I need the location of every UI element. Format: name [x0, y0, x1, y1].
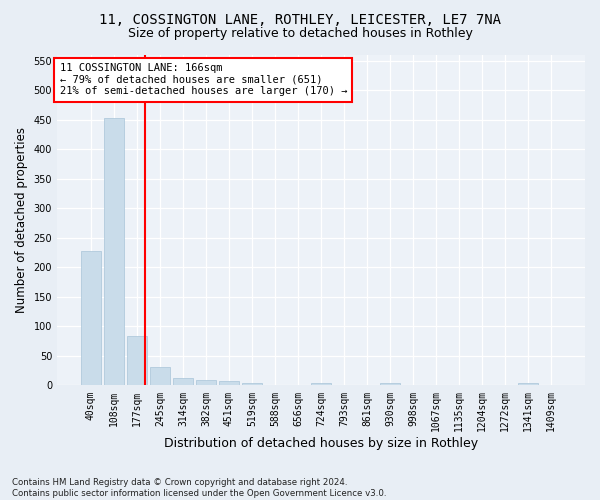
Text: Contains HM Land Registry data © Crown copyright and database right 2024.
Contai: Contains HM Land Registry data © Crown c…: [12, 478, 386, 498]
Bar: [518, 383, 538, 386]
X-axis label: Distribution of detached houses by size in Rothley: Distribution of detached houses by size …: [164, 437, 478, 450]
Bar: [219, 382, 239, 386]
Bar: [380, 383, 400, 386]
Bar: [81, 251, 101, 386]
Bar: [311, 383, 331, 386]
Text: 11 COSSINGTON LANE: 166sqm
← 79% of detached houses are smaller (651)
21% of sem: 11 COSSINGTON LANE: 166sqm ← 79% of deta…: [59, 64, 347, 96]
Bar: [196, 380, 216, 386]
Bar: [150, 366, 170, 386]
Bar: [242, 382, 262, 386]
Bar: [127, 336, 146, 386]
Bar: [173, 378, 193, 386]
Text: Size of property relative to detached houses in Rothley: Size of property relative to detached ho…: [128, 28, 472, 40]
Bar: [104, 118, 124, 386]
Text: 11, COSSINGTON LANE, ROTHLEY, LEICESTER, LE7 7NA: 11, COSSINGTON LANE, ROTHLEY, LEICESTER,…: [99, 12, 501, 26]
Y-axis label: Number of detached properties: Number of detached properties: [15, 127, 28, 313]
